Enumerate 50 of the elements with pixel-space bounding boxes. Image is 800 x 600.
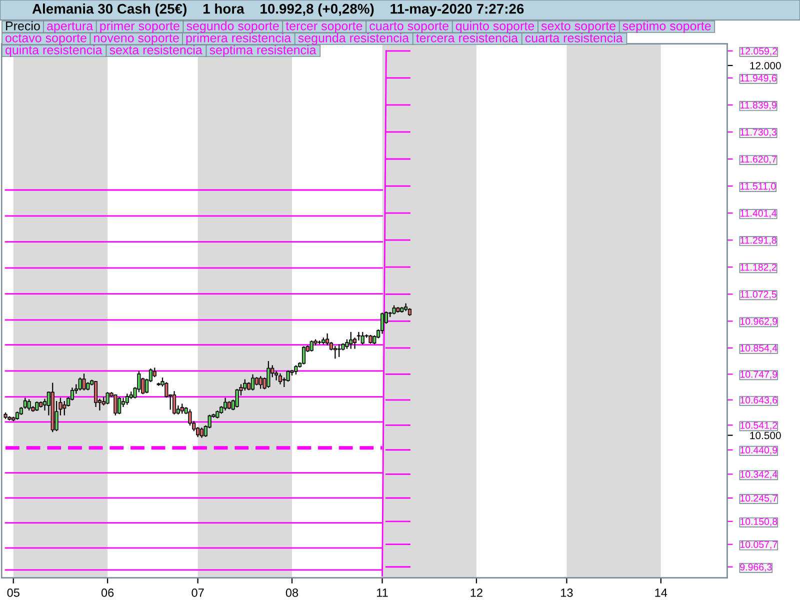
y2-tick-label: 10.342,4 bbox=[740, 470, 778, 479]
y2-tick-label: 11.401,4 bbox=[740, 210, 777, 218]
annotation: octavo soporte bbox=[6, 34, 86, 45]
chart-title: Alemania 30 Cash (25€) 1 hora 10.992,8 (+0,28%) 11-may-2020 7:27:26 bbox=[32, 4, 524, 16]
y-tick-label: 12.000 bbox=[750, 62, 781, 70]
y2-tick-label: 10.057,7 bbox=[740, 541, 778, 550]
y2-tick-label: 10.150,8 bbox=[740, 518, 778, 526]
y-tick-label: 10.500 bbox=[750, 432, 781, 440]
y2-tick-label: 11.949,6 bbox=[740, 74, 776, 83]
y2-tick-label: 9.966,3 bbox=[740, 564, 772, 572]
text: cuarto soporte bbox=[370, 22, 448, 33]
y2-tick-label: 11.182,2 bbox=[740, 264, 776, 272]
annotation: noveno soporte bbox=[94, 34, 179, 45]
text: quinto soporte bbox=[456, 21, 534, 33]
x-tick-label: 05 bbox=[7, 588, 20, 597]
y2-tick-label: 10.643,6 bbox=[740, 396, 778, 405]
y2-tick-label: 12.059,2 bbox=[740, 48, 778, 56]
y2-tick-label: 11.511,0 bbox=[740, 182, 776, 191]
x-tick-label: 14 bbox=[655, 588, 668, 597]
y2-tick-label: 10.245,7 bbox=[740, 494, 778, 503]
text: tercera resistencia bbox=[416, 33, 518, 42]
x-tick-label: 08 bbox=[286, 588, 298, 597]
annotation: quinta resistencia bbox=[6, 45, 102, 57]
annotation: primera resistencia bbox=[186, 33, 292, 45]
text: Precio bbox=[6, 21, 40, 30]
y2-tick-label: 10.962,9 bbox=[740, 318, 778, 326]
x-tick-label: 11 bbox=[377, 588, 388, 597]
x-tick-label: 06 bbox=[101, 588, 114, 597]
y2-tick-label: 10.440,9 bbox=[740, 446, 778, 455]
text: primer soporte bbox=[100, 21, 180, 33]
y2-tick-label: 11.291,8 bbox=[740, 236, 776, 245]
x-tick-label: 07 bbox=[192, 588, 204, 597]
y2-tick-label: 11.839,9 bbox=[740, 102, 776, 110]
y2-tick-label: 11.072,5 bbox=[740, 290, 776, 299]
annotation: sexta resistencia bbox=[110, 45, 202, 54]
text: tercer soporte bbox=[286, 22, 362, 33]
y2-tick-label: 11.620,7 bbox=[740, 156, 776, 164]
y2-tick-label: 10.747,9 bbox=[740, 370, 778, 379]
y2-tick-label: 10.854,4 bbox=[740, 344, 778, 353]
text: apertura bbox=[47, 22, 94, 33]
y2-tick-label: 11.730,3 bbox=[740, 128, 776, 137]
text: sexto soporte bbox=[541, 22, 616, 33]
x-tick-label: 13 bbox=[561, 588, 573, 597]
annotation: septima resistencia bbox=[210, 45, 316, 57]
text: cuarta resistencia bbox=[525, 33, 623, 42]
text: segundo soporte bbox=[186, 21, 279, 33]
y2-tick-label: 10.541,2 bbox=[740, 422, 778, 430]
annotation: segunda resistencia bbox=[298, 33, 410, 45]
text: septimo soporte bbox=[622, 21, 711, 33]
x-tick-label: 12 bbox=[470, 588, 482, 597]
